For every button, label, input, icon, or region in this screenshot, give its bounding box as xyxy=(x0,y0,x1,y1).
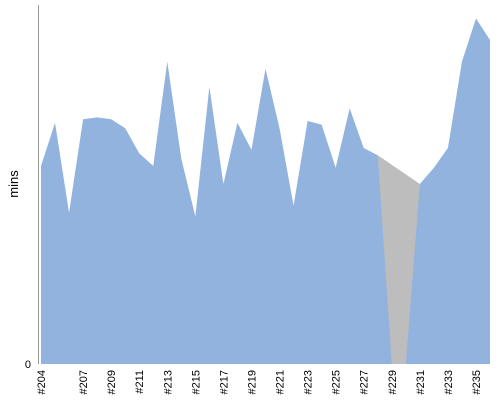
x-tick-label: #217 xyxy=(218,370,230,394)
y-axis-title: mins xyxy=(6,170,21,198)
x-tick-label: #215 xyxy=(190,370,202,394)
x-tick-label: #223 xyxy=(303,370,315,394)
x-tick-label: #233 xyxy=(443,370,455,394)
x-tick-label: #221 xyxy=(275,370,287,394)
x-tick-label: #211 xyxy=(134,370,146,394)
x-tick-labels: #204 #207 #209 #211 #213 #215 #217 #219 #221 #223… xyxy=(36,370,483,394)
area-series xyxy=(41,18,490,365)
x-tick-label: #209 xyxy=(106,370,118,394)
x-tick-label: #219 xyxy=(246,370,258,394)
plot-area xyxy=(41,18,490,365)
x-tick-label: #231 xyxy=(415,370,427,394)
x-tick-label: #213 xyxy=(162,370,174,394)
x-tick-label: #235 xyxy=(471,370,483,394)
x-tick-label: #229 xyxy=(387,370,399,394)
x-tick-label: #225 xyxy=(331,370,343,394)
x-tick-label: #207 xyxy=(78,370,90,394)
x-tick-label: #204 xyxy=(36,370,48,394)
y-tick-label: 0 xyxy=(25,359,31,371)
x-tick-label: #227 xyxy=(359,370,371,394)
